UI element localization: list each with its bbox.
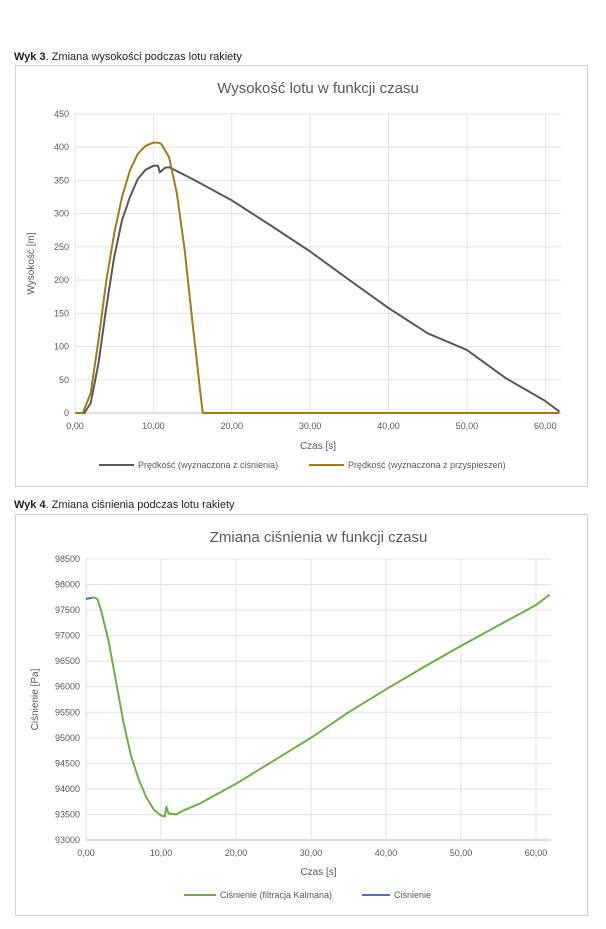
altitude-chart: Wysokość lotu w funkcji czasu 0 50 100 150 20… [15, 65, 588, 487]
caption-3-bold: Wyk 3 [14, 51, 46, 63]
x-axis-label: Czas [s] [300, 441, 336, 452]
y-tick-label: 450 [54, 109, 69, 119]
y-tick-label: 95000 [55, 733, 80, 743]
x-tick-label: 10,00 [150, 848, 173, 858]
chart-title: Wysokość lotu w funkcji czasu [217, 80, 419, 97]
y-tick-label: 50 [59, 375, 69, 385]
y-tick-label: 400 [54, 142, 69, 152]
y-tick-label: 94000 [55, 784, 80, 794]
y-tick-label: 94500 [55, 758, 80, 768]
y-tick-label: 300 [54, 209, 69, 219]
y-tick-label: 150 [54, 308, 69, 318]
x-tick-label: 40,00 [377, 421, 400, 431]
y-tick-label: 250 [54, 242, 69, 252]
y-tick-label: 0 [64, 408, 69, 418]
x-tick-label: 30,00 [300, 848, 323, 858]
x-tick-label: 10,00 [142, 421, 165, 431]
legend-label-1: Ciśnienie (filtracja Kalmana) [220, 890, 332, 900]
y-tick-label: 96500 [55, 656, 80, 666]
x-tick-label: 50,00 [450, 848, 473, 858]
y-axis-label: Ciśnienie [Pa] [30, 668, 41, 730]
y-axis-label: Wysokość [m] [26, 232, 37, 294]
x-tick-label: 0,00 [66, 421, 84, 431]
y-tick-label: 93500 [55, 809, 80, 819]
y-tick-label: 97500 [55, 605, 80, 615]
figure-caption-3: Wyk 3. Zmiana wysokości podczas lotu rak… [14, 51, 242, 63]
y-tick-label: 93000 [55, 835, 80, 845]
chart-title: Zmiana ciśnienia w funkcji czasu [210, 529, 428, 546]
legend-label-2: Prędkość (wyznaczona z przyspieszeń) [348, 460, 506, 470]
legend-label-1: Prędkość (wyznaczona z ciśnienia) [138, 460, 278, 470]
series-line-1 [75, 164, 561, 414]
x-tick-label: 30,00 [299, 421, 322, 431]
x-tick-label: 60,00 [534, 421, 557, 431]
x-tick-label: 20,00 [221, 421, 244, 431]
pressure-chart: Zmiana ciśnienia w funkcji czasu 93000 935… [15, 514, 588, 916]
y-tick-label: 98500 [55, 554, 80, 564]
y-tick-label: 95500 [55, 707, 80, 717]
series-line-1 [85, 594, 551, 818]
x-tick-label: 40,00 [375, 848, 398, 858]
x-axis-label: Czas [s] [300, 867, 336, 878]
x-tick-label: 50,00 [456, 421, 479, 431]
caption-4-text: . Zmiana ciśnienia podczas lotu rakiety [45, 499, 235, 511]
y-tick-label: 98000 [55, 580, 80, 590]
caption-3-text: . Zmiana wysokości podczas lotu rakiety [45, 51, 242, 63]
y-tick-label: 97000 [55, 631, 80, 641]
series-line-2 [85, 596, 93, 600]
altitude-chart-svg: Wysokość lotu w funkcji czasu 0 50 100 150 20… [26, 80, 561, 470]
pressure-chart-svg: Zmiana ciśnienia w funkcji czasu 93000 935… [30, 529, 551, 900]
y-tick-label: 96000 [55, 682, 80, 692]
y-tick-label: 350 [54, 175, 69, 185]
x-tick-label: 20,00 [225, 848, 248, 858]
y-tick-label: 200 [54, 275, 69, 285]
x-tick-label: 0,00 [77, 848, 95, 858]
legend-label-2: Ciśnienie [394, 890, 431, 900]
y-tick-label: 100 [54, 342, 69, 352]
figure-caption-4: Wyk 4. Zmiana ciśnienia podczas lotu rak… [14, 499, 235, 511]
caption-4-bold: Wyk 4 [14, 499, 46, 511]
series-line-2 [75, 141, 560, 414]
x-tick-label: 60,00 [525, 848, 548, 858]
